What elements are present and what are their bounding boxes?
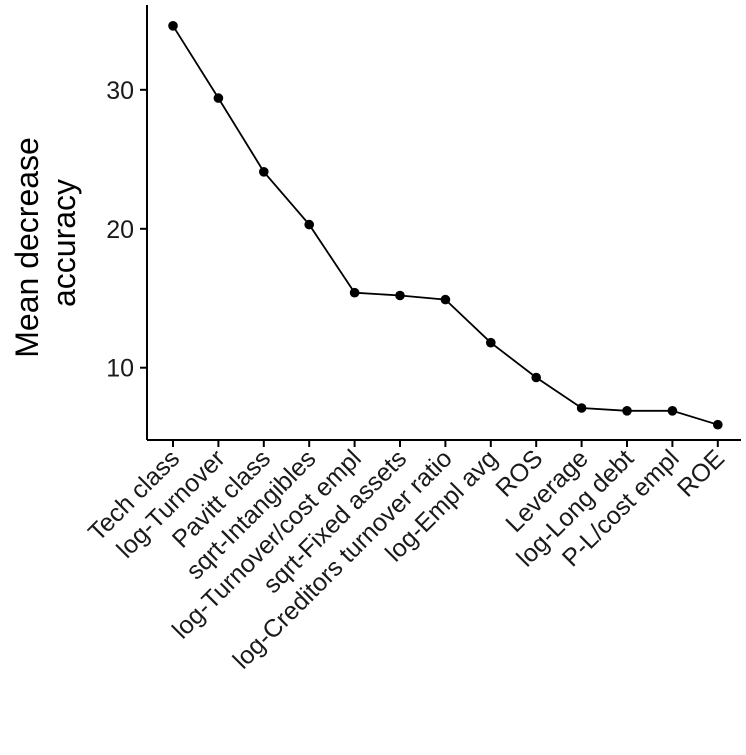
y-ticks: 10 20 30 — [106, 77, 147, 383]
data-point — [486, 337, 496, 348]
data-point — [440, 294, 451, 305]
y-axis-title-line-1: Mean decrease — [9, 137, 45, 358]
data-point — [395, 290, 405, 301]
data-point — [576, 403, 587, 413]
data-point — [667, 406, 678, 416]
y-tick-label: 30 — [106, 77, 134, 105]
data-point — [304, 219, 315, 230]
series-line — [172, 25, 719, 426]
data-point — [531, 372, 541, 383]
y-axis-title-line-2: accuracy — [46, 179, 82, 307]
axes — [146, 5, 741, 441]
data-point — [213, 93, 224, 103]
plot-area — [168, 21, 723, 430]
y-tick-label: 20 — [106, 216, 134, 244]
data-point — [713, 419, 723, 430]
data-point — [259, 167, 269, 177]
data-point — [622, 406, 632, 416]
data-point — [349, 287, 360, 298]
x-tick-label: ROE — [672, 444, 730, 502]
data-point — [168, 21, 178, 31]
y-tick-label: 10 — [106, 355, 134, 383]
y-axis-title: Mean decrease accuracy — [9, 128, 82, 357]
